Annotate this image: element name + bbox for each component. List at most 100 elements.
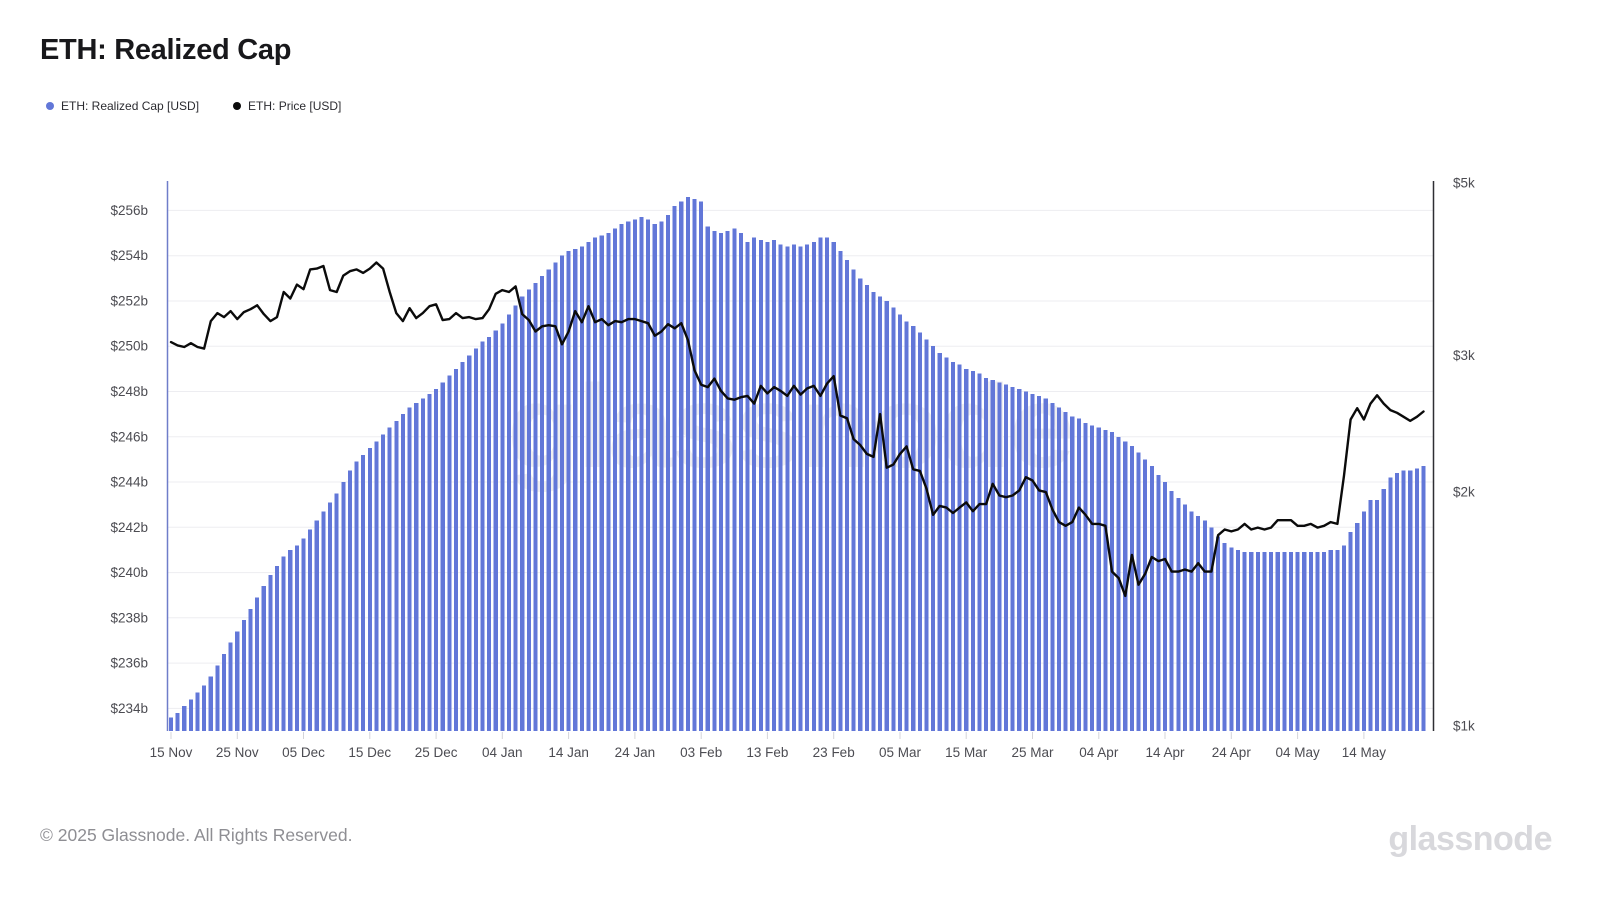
legend-item-label: ETH: Price [USD] (248, 99, 342, 113)
right-axis-labels: $5k $3k $2k $1k (1453, 176, 1475, 734)
bar (559, 255, 565, 731)
y-axis-label-right: $3k (1453, 348, 1475, 363)
x-axis-label: 04 May (1275, 745, 1320, 760)
bar (513, 305, 518, 731)
bar (493, 330, 498, 731)
bar (712, 230, 717, 732)
x-axis-label: 04 Jan (482, 745, 523, 760)
bar (646, 219, 651, 731)
price-legend-dot-icon (233, 102, 242, 110)
bar (1282, 552, 1287, 731)
bar (215, 665, 220, 731)
y-axis-label-left: $244b (110, 475, 148, 490)
bar (765, 242, 770, 731)
bar (480, 341, 485, 731)
bar (626, 221, 631, 731)
bar (1322, 552, 1327, 731)
bar (639, 217, 644, 731)
bar (1123, 441, 1128, 731)
bar (255, 597, 260, 731)
bar (844, 260, 849, 731)
x-axis-label: 25 Dec (415, 745, 458, 760)
chart-canvas[interactable]: glassnode$256b$254b$252b$250b$248b$246b$… (0, 0, 1600, 800)
bar (1421, 466, 1426, 731)
bar (665, 215, 671, 731)
y-axis-label-left: $254b (110, 248, 148, 263)
bar (1169, 491, 1174, 731)
bar (427, 393, 432, 731)
bar (301, 538, 306, 731)
bar (407, 407, 412, 731)
bar (1394, 473, 1400, 731)
bar (1229, 547, 1234, 731)
bar (1182, 504, 1187, 731)
bar (997, 382, 1002, 731)
bar (1196, 516, 1201, 731)
bar (321, 511, 326, 731)
y-axis-label-left: $252b (110, 294, 148, 309)
bar (447, 375, 452, 731)
bar (1056, 407, 1062, 731)
bar (1262, 552, 1267, 731)
x-axis-label: 05 Mar (879, 745, 922, 760)
y-axis-label-left: $234b (110, 701, 148, 716)
bar (950, 362, 956, 731)
bar (1368, 500, 1373, 731)
bar (221, 654, 227, 731)
bar (361, 454, 366, 731)
bar (274, 565, 280, 731)
legend-item-price[interactable]: ETH: Price [USD] (233, 99, 341, 113)
bar (871, 291, 876, 731)
bar (1109, 432, 1115, 731)
bar (460, 362, 465, 731)
bar (931, 346, 936, 731)
bar (566, 251, 571, 731)
bar (546, 269, 551, 731)
bar (1408, 470, 1413, 731)
realized-cap-bars (168, 196, 1426, 732)
bar (858, 278, 863, 731)
bar (897, 314, 903, 731)
bar (1255, 552, 1260, 731)
bar (1401, 470, 1406, 731)
bar (732, 228, 737, 731)
bar (467, 355, 472, 731)
bar (1335, 549, 1340, 731)
bar (791, 244, 796, 731)
bar (1043, 398, 1048, 731)
bar (268, 574, 273, 731)
bar (1090, 425, 1095, 731)
bar (188, 699, 193, 731)
legend: ETH: Realized Cap [USD] ETH: Price [USD] (46, 99, 341, 113)
bar (334, 493, 339, 731)
y-axis-label-left: $238b (110, 610, 148, 625)
bar (652, 224, 657, 731)
y-axis-label-left: $246b (110, 429, 148, 444)
bar (1275, 552, 1280, 731)
legend-item-realized-cap[interactable]: ETH: Realized Cap [USD] (46, 99, 199, 113)
bar (1163, 482, 1168, 731)
bar (453, 368, 459, 731)
x-axis-label: 13 Feb (746, 745, 788, 760)
bar (1070, 416, 1075, 731)
bar (679, 201, 684, 731)
legend-item-label: ETH: Realized Cap [USD] (61, 99, 200, 113)
bar (182, 706, 187, 731)
bar (553, 262, 558, 731)
bar (838, 251, 843, 731)
bar (1295, 552, 1300, 731)
y-axis-label-left: $236b (110, 656, 148, 671)
bar (341, 482, 346, 731)
bar (1116, 436, 1121, 731)
bar (347, 470, 352, 731)
bar (825, 237, 830, 731)
bar (1176, 497, 1181, 731)
bar (241, 620, 246, 731)
bar (1023, 391, 1028, 731)
bar (175, 712, 180, 731)
bar (990, 380, 995, 731)
bar (977, 373, 982, 731)
bar (725, 230, 730, 732)
bar (1030, 393, 1035, 731)
bar (878, 296, 883, 731)
